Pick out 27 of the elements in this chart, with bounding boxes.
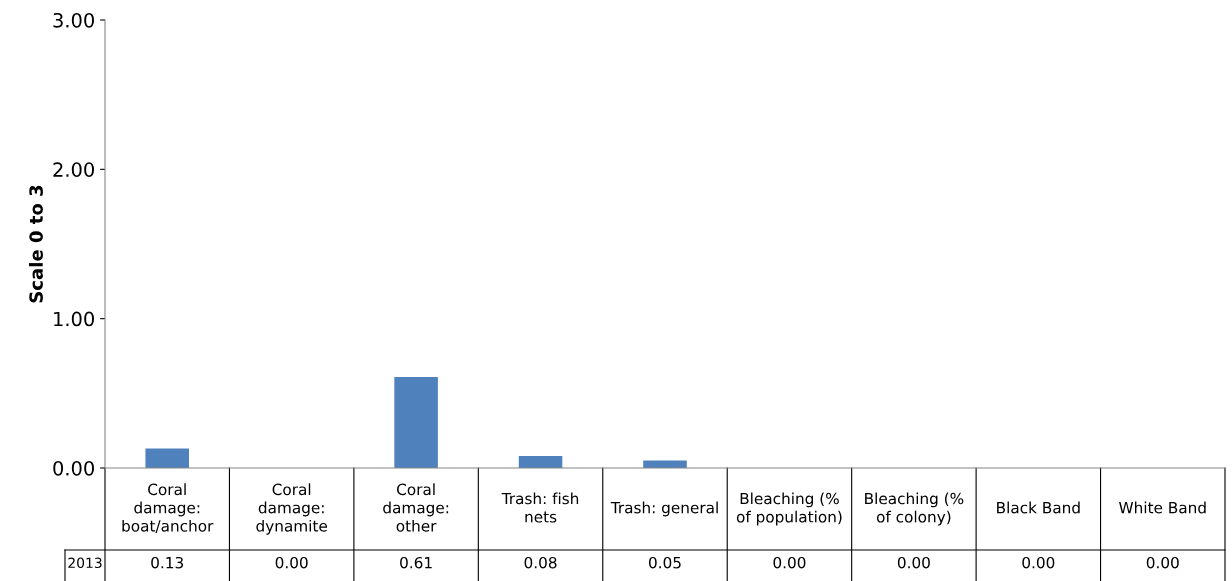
x-tick-label: White Band bbox=[1119, 501, 1206, 514]
bar bbox=[394, 376, 438, 468]
data-label: 0.00 bbox=[1146, 556, 1179, 569]
x-tick-label: Coral damage: other bbox=[383, 483, 449, 532]
y-tick-label: 0.00 bbox=[53, 460, 94, 476]
data-label: 0.00 bbox=[275, 556, 308, 569]
bar bbox=[145, 448, 189, 468]
bar bbox=[518, 456, 563, 468]
y-tick-label: 1.00 bbox=[54, 311, 94, 327]
data-label: 0.13 bbox=[151, 556, 184, 569]
text: 2013 bbox=[68, 557, 102, 569]
data-label: 0.61 bbox=[400, 556, 432, 569]
data-label: 0.00 bbox=[1022, 556, 1055, 569]
data-label: 0.05 bbox=[649, 556, 681, 569]
data-label: 0.08 bbox=[524, 556, 557, 569]
x-tick-label: Trash: general bbox=[610, 501, 718, 517]
x-tick-label: Bleaching (% of population) bbox=[736, 492, 842, 526]
y-axis-title: Scale 0 to 3 bbox=[28, 185, 43, 303]
x-tick-label: Coral damage: dynamite bbox=[256, 483, 327, 535]
x-tick-label: Trash: fish nets bbox=[501, 492, 579, 523]
data-label: 0.00 bbox=[897, 556, 930, 569]
x-tick-label: Bleaching (% of colony) bbox=[865, 492, 964, 526]
x-tick-label: Coral damage: boat/anchor bbox=[122, 483, 214, 533]
y-tick-label: 3.00 bbox=[53, 12, 94, 28]
x-tick-label: Black Band bbox=[997, 501, 1080, 514]
data-label: 0.00 bbox=[773, 556, 806, 569]
y-tick-label: 2.00 bbox=[53, 162, 94, 177]
